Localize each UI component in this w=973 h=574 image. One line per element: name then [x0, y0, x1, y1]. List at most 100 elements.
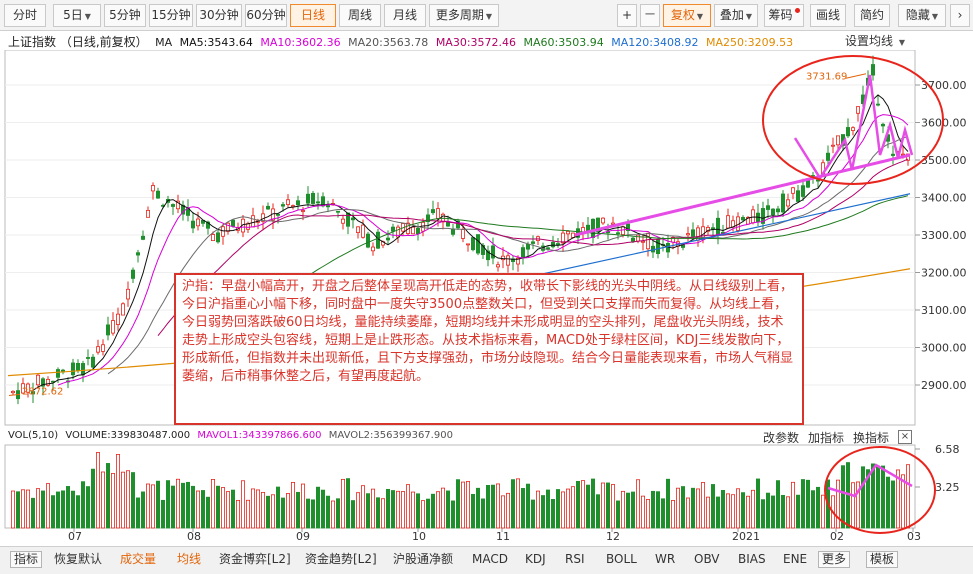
- volume-bar: [686, 497, 691, 529]
- adjust-price-button[interactable]: 复权 ▼: [663, 4, 711, 27]
- period-intraday-button[interactable]: 分时: [4, 4, 46, 27]
- candle-down: [716, 217, 721, 236]
- volume-bar: [606, 482, 611, 529]
- period-5min-button[interactable]: 5分钟: [104, 4, 146, 27]
- add-indicator-button[interactable]: 加指标: [808, 431, 845, 445]
- candle-up: [856, 106, 861, 114]
- volume-bar: [295, 491, 300, 529]
- candle-down: [280, 204, 285, 207]
- volume-bar: [20, 489, 25, 529]
- ma20-value: MA20:3563.78: [348, 36, 429, 49]
- candle-down: [430, 209, 435, 214]
- tab-bias[interactable]: BIAS: [738, 552, 766, 566]
- more-periods-button[interactable]: 更多周期 ▼: [429, 4, 499, 27]
- draw-line-button[interactable]: 画线: [810, 4, 846, 27]
- price-tick-label: 3200.00: [921, 267, 967, 280]
- volume-bar: [500, 495, 505, 529]
- tab-ene[interactable]: ENE: [783, 552, 808, 566]
- candle-down: [305, 193, 310, 204]
- candle-down: [490, 245, 495, 259]
- simple-mode-button[interactable]: 简约: [854, 4, 890, 27]
- close-icon[interactable]: ×: [898, 430, 912, 444]
- volume-bar: [30, 497, 35, 529]
- volume-legend: VOL(5,10) VOLUME:339830487.000 MAVOL1:34…: [8, 430, 457, 445]
- tab-kdj[interactable]: KDJ: [525, 552, 546, 566]
- volume-bar: [425, 498, 430, 529]
- volume-bar: [410, 491, 415, 529]
- zoom-out-button[interactable]: 一: [640, 4, 660, 27]
- volume-bar: [851, 482, 856, 529]
- candle-down: [455, 220, 460, 229]
- candle-up: [126, 288, 131, 300]
- period-30min-button[interactable]: 30分钟: [196, 4, 242, 27]
- tab-volume[interactable]: 成交量: [120, 552, 157, 566]
- candle-down: [846, 127, 851, 137]
- tab-indicator[interactable]: 指标: [10, 551, 43, 568]
- volume-bar: [490, 484, 495, 529]
- volume-bar: [661, 498, 666, 529]
- volume-bar: [526, 483, 531, 529]
- candle-up: [300, 210, 305, 212]
- volume-bar: [801, 479, 806, 529]
- tab-fund-trend[interactable]: 资金趋势[L2]: [305, 552, 377, 566]
- volume-bar: [455, 479, 460, 529]
- period-15min-button[interactable]: 15分钟: [149, 4, 193, 27]
- volume-bar: [175, 478, 180, 529]
- volume-tick-label: 3.25: [935, 481, 960, 494]
- candle-down: [365, 233, 370, 248]
- volume-bar: [450, 500, 455, 529]
- period-daily-button[interactable]: 日线: [290, 4, 336, 27]
- period-monthly-button[interactable]: 月线: [384, 4, 426, 27]
- tab-template[interactable]: 模板: [866, 551, 899, 568]
- hide-button[interactable]: 隐藏 ▼: [898, 4, 946, 27]
- volume-bar: [285, 493, 290, 529]
- volume-bar: [325, 495, 330, 529]
- candle-down: [30, 391, 35, 395]
- candle-up: [571, 232, 576, 238]
- overlay-button[interactable]: 叠加 ▼: [714, 4, 758, 27]
- volume-bar: [51, 495, 56, 529]
- candle-down: [230, 219, 235, 227]
- volume-bar: [806, 479, 811, 529]
- set-ma-button[interactable]: 设置均线 ▼: [845, 34, 905, 48]
- candle-up: [116, 313, 121, 325]
- period-weekly-button[interactable]: 周线: [339, 4, 381, 27]
- period-5day-button[interactable]: 5日 ▼: [53, 4, 101, 27]
- tab-fund-game[interactable]: 资金博弈[L2]: [219, 552, 291, 566]
- candle-down: [881, 123, 886, 127]
- tab-ma[interactable]: 均线: [177, 552, 202, 566]
- tab-more[interactable]: 更多: [818, 551, 851, 568]
- volume-bar: [581, 480, 586, 529]
- tab-wr[interactable]: WR: [655, 552, 676, 566]
- expand-right-button[interactable]: ›: [950, 4, 970, 27]
- volume-bar: [415, 493, 420, 529]
- candle-down: [801, 185, 806, 197]
- candle-down: [470, 237, 475, 251]
- tab-obv[interactable]: OBV: [694, 552, 720, 566]
- chips-button[interactable]: 筹码: [764, 4, 804, 27]
- candle-up: [601, 217, 606, 224]
- period-60min-button[interactable]: 60分钟: [245, 4, 287, 27]
- zoom-in-button[interactable]: +: [617, 4, 637, 27]
- mavol1-value: MAVOL1:343397866.600: [197, 430, 322, 441]
- volume-bar: [480, 498, 485, 529]
- volume-bar: [571, 486, 576, 529]
- candle-down: [350, 217, 355, 221]
- volume-bar: [641, 495, 646, 529]
- volume-bar: [290, 482, 295, 529]
- candle-up: [96, 346, 101, 353]
- tab-rsi[interactable]: RSI: [565, 552, 585, 566]
- tab-boll[interactable]: BOLL: [606, 552, 637, 566]
- tab-northbound-net[interactable]: 沪股通净额: [393, 552, 454, 566]
- volume-bar: [871, 463, 876, 529]
- candle-up: [435, 208, 440, 219]
- change-params-button[interactable]: 改参数: [763, 431, 800, 445]
- analysis-annotation: 沪指：早盘小幅高开，开盘之后整体呈现高开低走的态势，收带长下影线的光头中阴线。从…: [174, 273, 804, 425]
- tab-macd[interactable]: MACD: [472, 552, 508, 566]
- volume-bar: [485, 484, 490, 529]
- candle-down: [71, 362, 76, 376]
- switch-indicator-button[interactable]: 换指标: [853, 431, 890, 445]
- tab-restore-default[interactable]: 恢复默认: [54, 552, 103, 566]
- volume-bar: [360, 485, 365, 529]
- candle-down: [315, 201, 320, 204]
